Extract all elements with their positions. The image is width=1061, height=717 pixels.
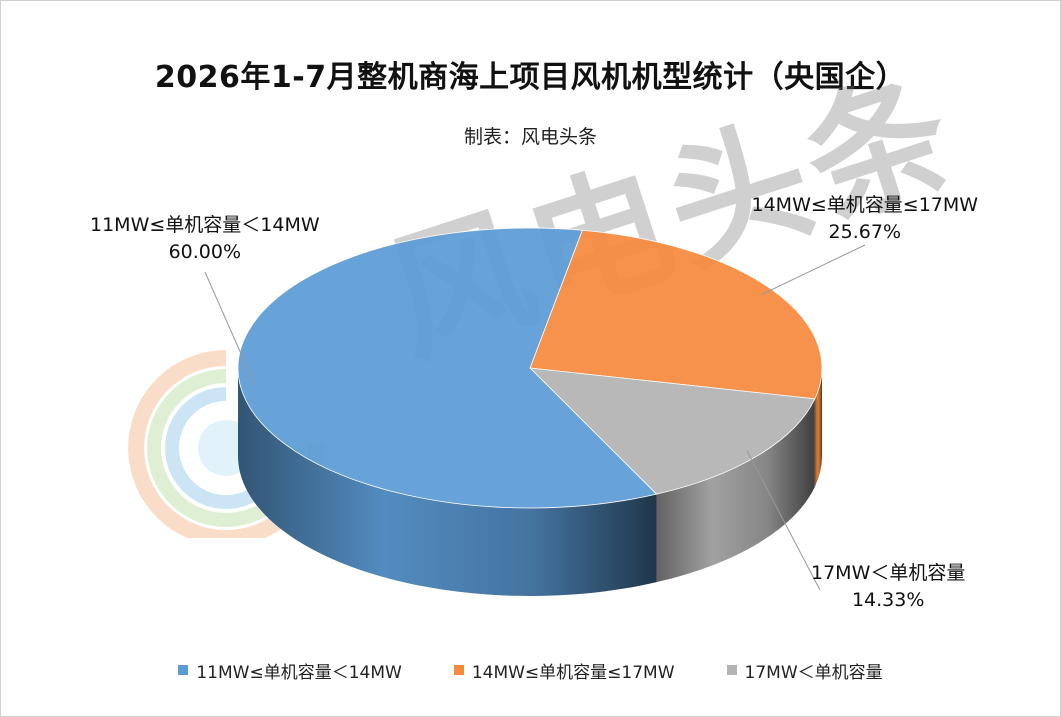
chart-title: 2026年1-7月整机商海上项目风机机型统计（央国企） xyxy=(154,60,907,95)
legend-swatch xyxy=(178,665,189,675)
data-label-value: 25.67% xyxy=(828,221,901,243)
pie-slice-side xyxy=(656,398,815,583)
pie-slice-side xyxy=(814,368,823,487)
pie-slice xyxy=(237,227,658,509)
legend-item: 17MW＜单机容量 xyxy=(726,658,883,683)
data-label-category: 14MW≤单机容量≤17MW xyxy=(751,194,979,216)
pie-slice-side xyxy=(238,368,657,596)
legend-item: 11MW≤单机容量＜14MW xyxy=(178,658,402,683)
pie-slice xyxy=(529,229,823,400)
legend-item: 14MW≤单机容量≤17MW xyxy=(453,658,675,683)
legend-swatch xyxy=(453,665,464,675)
data-label: 14MW≤单机容量≤17MW 25.67% xyxy=(752,192,979,246)
legend-label: 14MW≤单机容量≤17MW xyxy=(471,662,675,683)
data-label-category: 17MW＜单机容量 xyxy=(811,562,966,584)
data-label-category: 11MW≤单机容量＜14MW xyxy=(90,214,320,236)
data-label-value: 60.00% xyxy=(168,241,242,263)
legend-swatch xyxy=(726,665,737,675)
leader-line xyxy=(761,244,866,296)
data-label: 17MW＜单机容量 14.33% xyxy=(811,560,965,614)
legend-label: 17MW＜单机容量 xyxy=(744,662,883,683)
leader-line xyxy=(204,271,256,386)
chart-subtitle: 制表：风电头条 xyxy=(463,126,597,148)
data-label-value: 14.33% xyxy=(851,589,925,611)
legend: 11MW≤单机容量＜14MW 14MW≤单机容量≤17MW 17MW＜单机容量 xyxy=(0,657,1061,683)
legend-label: 11MW≤单机容量＜14MW xyxy=(196,662,402,683)
leader-line xyxy=(746,450,821,591)
data-label: 11MW≤单机容量＜14MW 60.00% xyxy=(90,212,320,266)
pie-slice xyxy=(528,367,816,495)
